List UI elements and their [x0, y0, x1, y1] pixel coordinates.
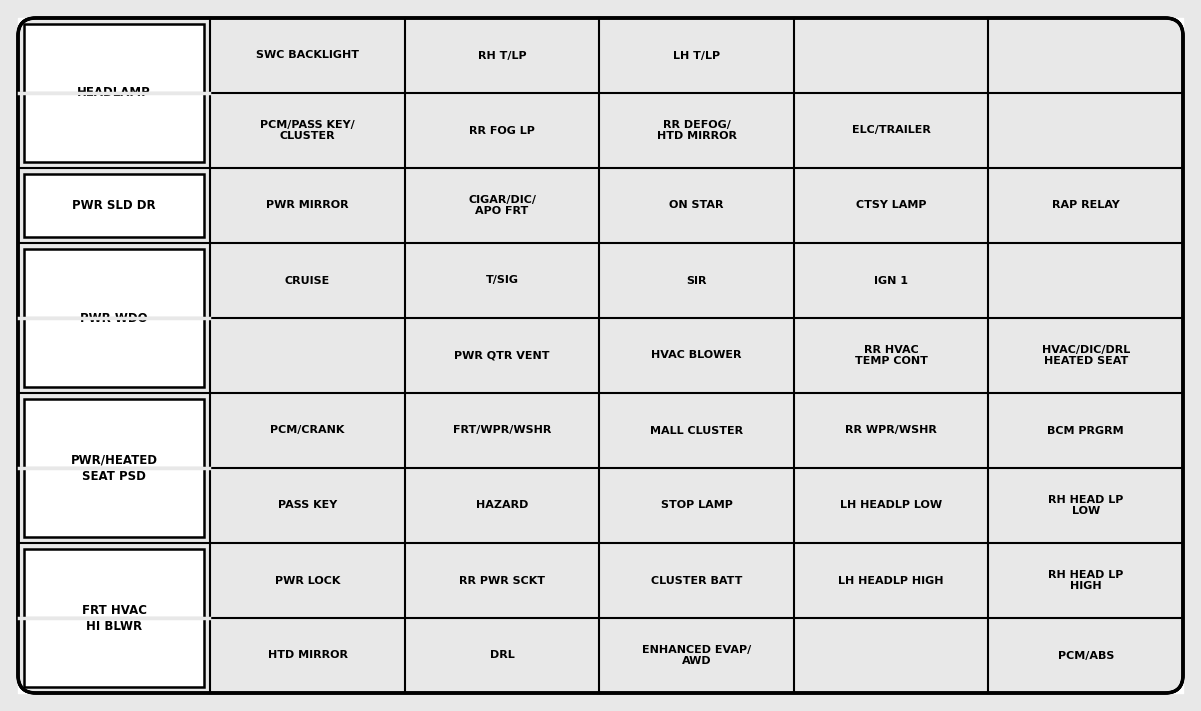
Text: CTSY LAMP: CTSY LAMP	[856, 201, 926, 210]
Text: RR FOG LP: RR FOG LP	[470, 126, 534, 136]
Bar	[24, 399, 204, 537]
Text: ELC/TRAILER: ELC/TRAILER	[852, 126, 931, 136]
Text: PWR WDO: PWR WDO	[80, 311, 148, 324]
Text: SIR: SIR	[686, 275, 707, 286]
Text: ENHANCED EVAP/
AWD: ENHANCED EVAP/ AWD	[643, 645, 752, 666]
Text: HVAC/DIC/DRL
HEATED SEAT: HVAC/DIC/DRL HEATED SEAT	[1041, 345, 1130, 366]
Text: RR PWR SCKT: RR PWR SCKT	[459, 575, 545, 585]
Text: PWR QTR VENT: PWR QTR VENT	[454, 351, 550, 360]
Bar	[24, 549, 204, 687]
Text: BCM PRGRM: BCM PRGRM	[1047, 425, 1124, 436]
Text: IGN 1: IGN 1	[874, 275, 908, 286]
Text: MALL CLUSTER: MALL CLUSTER	[650, 425, 743, 436]
Text: DRL: DRL	[490, 651, 514, 661]
Text: CIGAR/DIC/
APO FRT: CIGAR/DIC/ APO FRT	[468, 195, 536, 216]
Text: PCM/CRANK: PCM/CRANK	[270, 425, 345, 436]
Text: RR HVAC
TEMP CONT: RR HVAC TEMP CONT	[855, 345, 927, 366]
Text: RR WPR/WSHR: RR WPR/WSHR	[846, 425, 937, 436]
Text: LH HEADLP HIGH: LH HEADLP HIGH	[838, 575, 944, 585]
FancyBboxPatch shape	[18, 18, 1183, 693]
Bar	[24, 24, 204, 162]
Text: PWR/HEATED
SEAT PSD: PWR/HEATED SEAT PSD	[71, 454, 157, 483]
Text: PCM/PASS KEY/
CLUSTER: PCM/PASS KEY/ CLUSTER	[261, 119, 354, 141]
Text: HAZARD: HAZARD	[476, 501, 528, 510]
Bar	[24, 174, 204, 237]
Text: CLUSTER BATT: CLUSTER BATT	[651, 575, 742, 585]
Text: RAP RELAY: RAP RELAY	[1052, 201, 1119, 210]
Text: PCM/ABS: PCM/ABS	[1058, 651, 1113, 661]
Text: PASS KEY: PASS KEY	[277, 501, 337, 510]
Text: HTD MIRROR: HTD MIRROR	[268, 651, 347, 661]
Text: RH T/LP: RH T/LP	[478, 50, 526, 60]
Text: RH HEAD LP
HIGH: RH HEAD LP HIGH	[1048, 570, 1123, 592]
Text: RH HEAD LP
LOW: RH HEAD LP LOW	[1048, 495, 1123, 516]
Text: RR DEFOG/
HTD MIRROR: RR DEFOG/ HTD MIRROR	[657, 119, 736, 141]
Text: HVAC BLOWER: HVAC BLOWER	[651, 351, 742, 360]
Text: FRT/WPR/WSHR: FRT/WPR/WSHR	[453, 425, 551, 436]
Text: PWR LOCK: PWR LOCK	[275, 575, 340, 585]
Text: SWC BACKLIGHT: SWC BACKLIGHT	[256, 50, 359, 60]
Bar	[24, 249, 204, 387]
Text: LH HEADLP LOW: LH HEADLP LOW	[841, 501, 943, 510]
Text: FRT HVAC
HI BLWR: FRT HVAC HI BLWR	[82, 604, 147, 633]
Text: PWR SLD DR: PWR SLD DR	[72, 199, 156, 212]
Text: HEADLAMP: HEADLAMP	[77, 87, 151, 100]
Text: STOP LAMP: STOP LAMP	[661, 501, 733, 510]
Text: T/SIG: T/SIG	[485, 275, 519, 286]
Text: PWR MIRROR: PWR MIRROR	[267, 201, 348, 210]
Text: ON STAR: ON STAR	[669, 201, 724, 210]
Text: CRUISE: CRUISE	[285, 275, 330, 286]
Text: LH T/LP: LH T/LP	[673, 50, 721, 60]
